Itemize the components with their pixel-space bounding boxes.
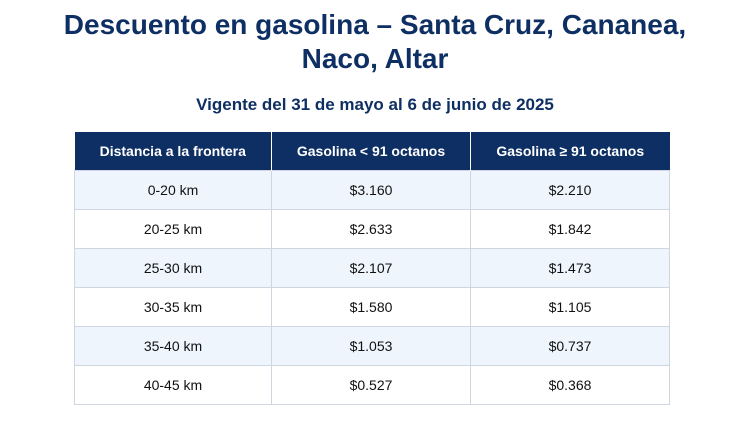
price-91-plus-cell: $1.473 [470, 248, 670, 288]
price-below-91-cell: $3.160 [271, 170, 471, 210]
price-91-plus-cell: $1.842 [470, 209, 670, 249]
price-below-91-cell: $0.527 [271, 365, 471, 405]
price-below-91-cell: $2.107 [271, 248, 471, 288]
price-91-plus-cell: $1.105 [470, 287, 670, 327]
page-subtitle: Vigente del 31 de mayo al 6 de junio de … [196, 95, 554, 114]
price-below-91-cell: $2.633 [271, 209, 471, 249]
title-line-2: Naco, Altar [301, 43, 449, 74]
table-row: 40-45 km $0.527 $0.368 [74, 365, 670, 405]
table-row: 25-30 km $2.107 $1.473 [74, 248, 670, 288]
distance-cell: 35-40 km [74, 326, 272, 366]
header-gasoline-91-plus: Gasolina ≥ 91 octanos [470, 132, 670, 171]
header-distance: Distancia a la frontera [74, 132, 272, 171]
table-row: 20-25 km $2.633 $1.842 [74, 209, 670, 249]
header-gasoline-below-91: Gasolina < 91 octanos [271, 132, 471, 171]
table-row: 35-40 km $1.053 $0.737 [74, 326, 670, 366]
distance-cell: 0-20 km [74, 170, 272, 210]
table-header-row: Distancia a la frontera Gasolina < 91 oc… [74, 132, 670, 171]
price-below-91-cell: $1.053 [271, 326, 471, 366]
discount-table: Distancia a la frontera Gasolina < 91 oc… [74, 132, 670, 405]
distance-cell: 30-35 km [74, 287, 272, 327]
table-row: 0-20 km $3.160 $2.210 [74, 170, 670, 210]
distance-cell: 40-45 km [74, 365, 272, 405]
price-below-91-cell: $1.580 [271, 287, 471, 327]
price-91-plus-cell: $0.368 [470, 365, 670, 405]
price-91-plus-cell: $2.210 [470, 170, 670, 210]
price-91-plus-cell: $0.737 [470, 326, 670, 366]
title-line-1: Descuento en gasolina – Santa Cruz, Cana… [63, 9, 687, 40]
table-row: 30-35 km $1.580 $1.105 [74, 287, 670, 327]
distance-cell: 20-25 km [74, 209, 272, 249]
page-title: Descuento en gasolina – Santa Cruz, Cana… [0, 8, 750, 76]
distance-cell: 25-30 km [74, 248, 272, 288]
